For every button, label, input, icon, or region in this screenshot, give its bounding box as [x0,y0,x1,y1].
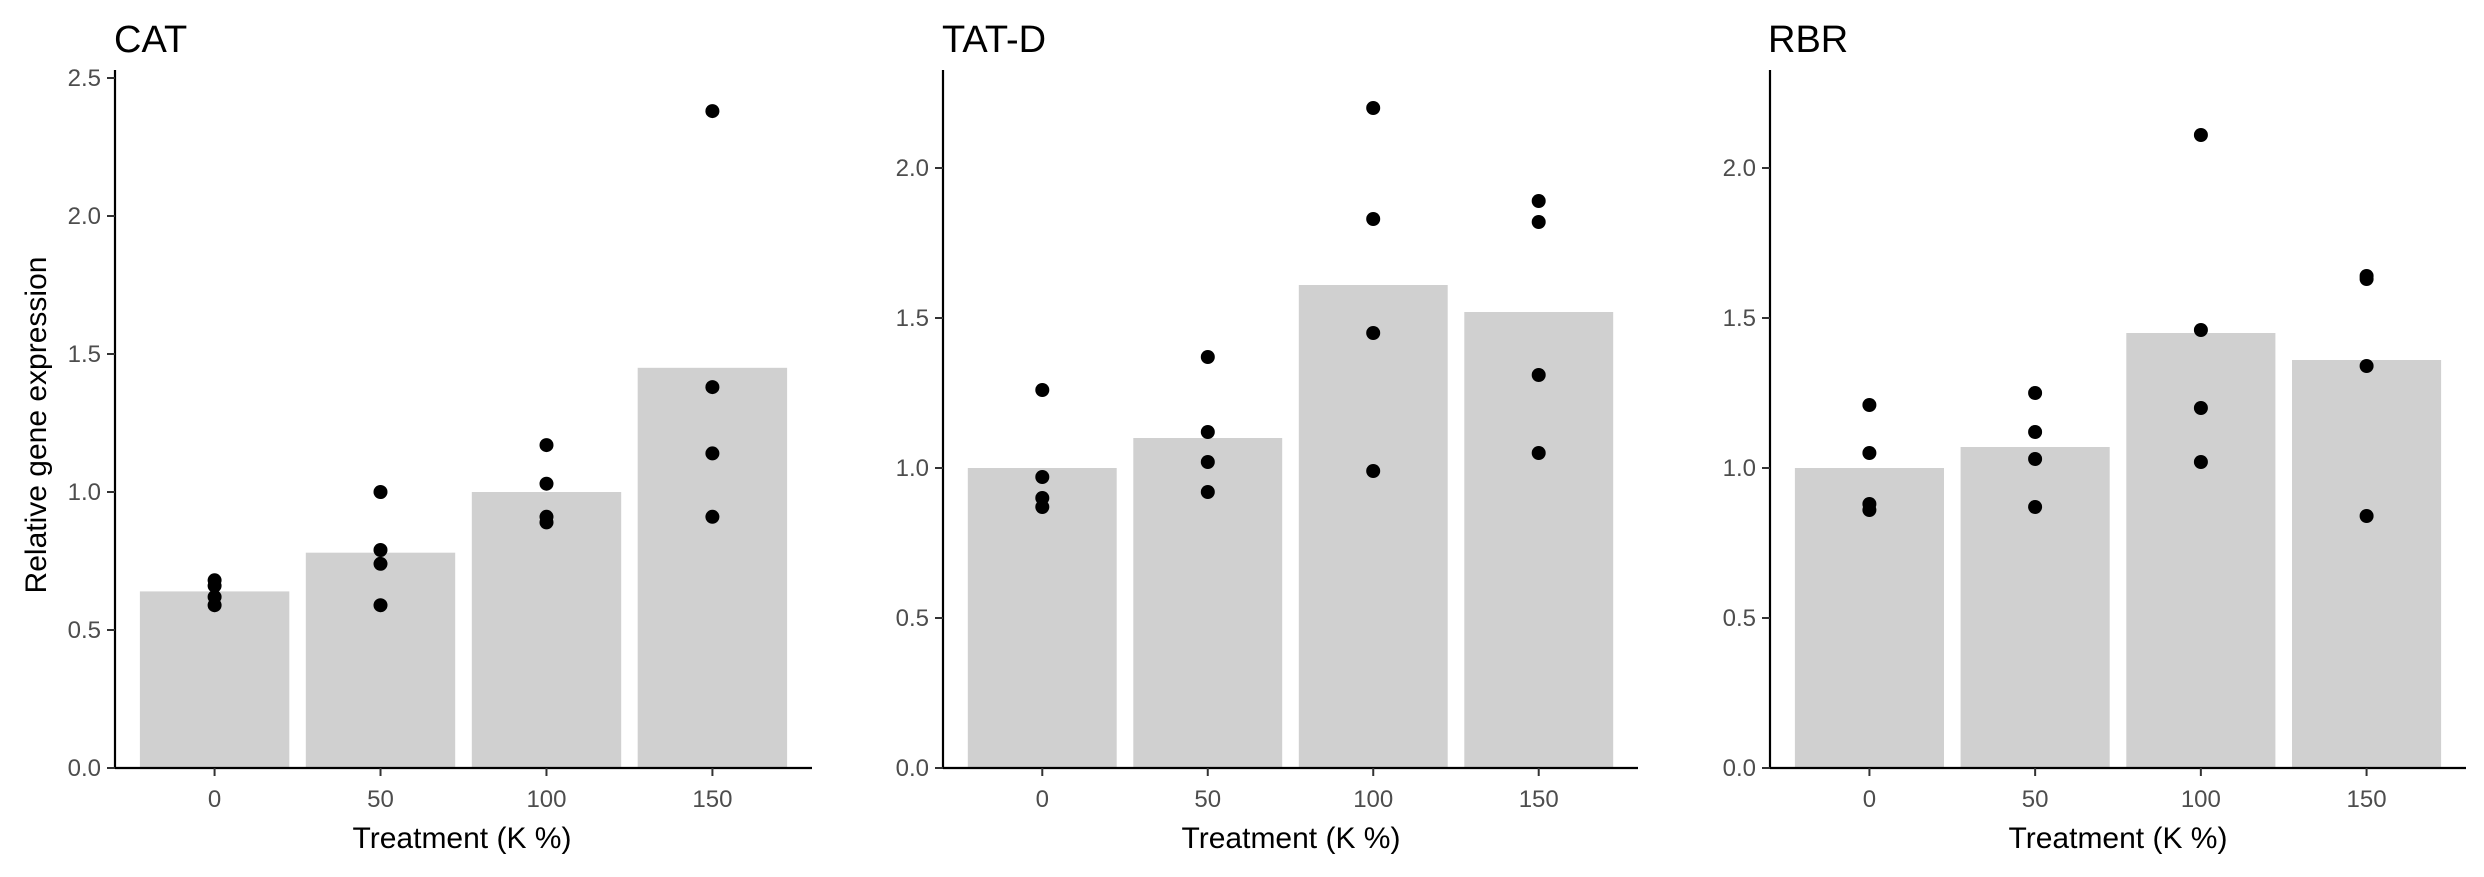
data-point [1366,464,1381,478]
data-point [373,485,388,499]
y-tick-label: 1.0 [68,479,101,506]
marks-rbr: 0.0 0.5 1.0 1.5 2.0 0 50 100 150 [1723,70,2466,813]
data-point [2359,272,2374,286]
panel-title: RBR [1768,19,1848,61]
panel-cat: CAT Relative gene expression Treatment (… [20,19,812,855]
data-point [373,556,388,571]
bar-100 [471,492,622,768]
y-tick-label: 1.0 [896,455,929,482]
y-tick-label: 1.5 [1723,305,1756,332]
data-point [2028,452,2043,466]
x-tick-label: 50 [2022,786,2049,813]
data-point [1531,215,1546,229]
data-point [1200,350,1215,364]
bar-50 [1960,447,2110,768]
y-tick-label: 1.5 [68,341,101,368]
data-point [1531,368,1546,382]
bar-150 [2292,360,2442,768]
data-point [1531,446,1546,460]
data-point [539,515,554,530]
bar-50 [305,552,456,768]
marks-tat-d: 0.0 0.5 1.0 1.5 2.0 0 50 100 150 [896,70,1638,813]
data-point [1531,194,1546,208]
x-axis-title: Treatment (K %) [2009,822,2228,855]
x-axis-title: Treatment (K %) [1182,822,1401,855]
y-tick-label: 1.5 [896,305,929,332]
data-point [2028,425,2043,439]
data-point [1200,455,1215,469]
y-tick-label: 2.0 [1723,155,1756,182]
data-point [1862,398,1877,412]
data-point [2193,128,2208,142]
data-point [705,104,720,119]
y-tick-label: 0.5 [896,605,929,632]
bar-0 [1794,468,1944,768]
data-point [1366,101,1381,115]
data-point [2028,386,2043,400]
data-point [1366,212,1381,226]
y-tick-label: 2.0 [68,203,101,230]
data-point [1200,485,1215,499]
data-point [539,476,554,491]
x-tick-label: 100 [2181,786,2221,813]
panel-tat-d: TAT-D Treatment (K %) 0.0 0.5 1.0 1.5 2.0 0 50… [896,19,1638,855]
data-point [705,380,720,395]
data-point [2028,500,2043,514]
data-point [2359,509,2374,523]
x-tick-label: 100 [1353,786,1393,813]
panel-title: TAT-D [942,19,1046,61]
data-point [539,438,554,453]
panel-rbr: RBR Treatment (K %) 0.0 0.5 1.0 1.5 2.0 0 50 10… [1723,19,2466,855]
data-point [373,543,388,557]
data-point [2193,455,2208,469]
bar-100 [2126,333,2276,768]
data-point [1035,383,1050,397]
x-tick-label: 150 [2347,786,2387,813]
x-tick-label: 50 [367,786,394,813]
x-tick-label: 0 [1036,786,1049,813]
x-axis-title: Treatment (K %) [353,822,572,855]
x-tick-label: 150 [1519,786,1559,813]
data-point [1035,500,1050,514]
data-point [1366,326,1381,340]
bar-100 [1298,285,1448,768]
data-point [207,598,222,613]
data-point [1035,470,1050,484]
data-point [705,446,720,461]
x-tick-label: 0 [1863,786,1876,813]
data-point [2193,401,2208,415]
bar-150 [637,367,788,768]
x-tick-label: 0 [208,786,221,813]
data-point [705,509,720,524]
data-point [1862,446,1877,460]
bar-0 [139,591,290,768]
y-tick-label: 1.0 [1723,455,1756,482]
y-tick-label: 0.0 [1723,755,1756,782]
x-tick-label: 100 [526,786,566,813]
bar-0 [967,468,1117,768]
y-tick-label: 0.0 [896,755,929,782]
y-tick-label: 2.5 [68,65,101,92]
panel-title: CAT [114,19,187,61]
marks-cat: 0.0 0.5 1.0 1.5 2.0 2.5 0 50 100 150 [68,65,812,813]
y-tick-label: 2.0 [896,155,929,182]
data-point [1862,503,1877,517]
y-tick-label: 0.0 [68,755,101,782]
y-axis-title: Relative gene expression [20,257,53,594]
data-point [1200,425,1215,439]
data-point [373,598,388,613]
data-point [207,578,222,593]
bar-150 [1464,312,1614,768]
data-point [2193,323,2208,337]
y-tick-label: 0.5 [1723,605,1756,632]
x-tick-label: 150 [692,786,732,813]
y-tick-label: 0.5 [68,617,101,644]
data-point [2359,359,2374,373]
x-tick-label: 50 [1194,786,1221,813]
